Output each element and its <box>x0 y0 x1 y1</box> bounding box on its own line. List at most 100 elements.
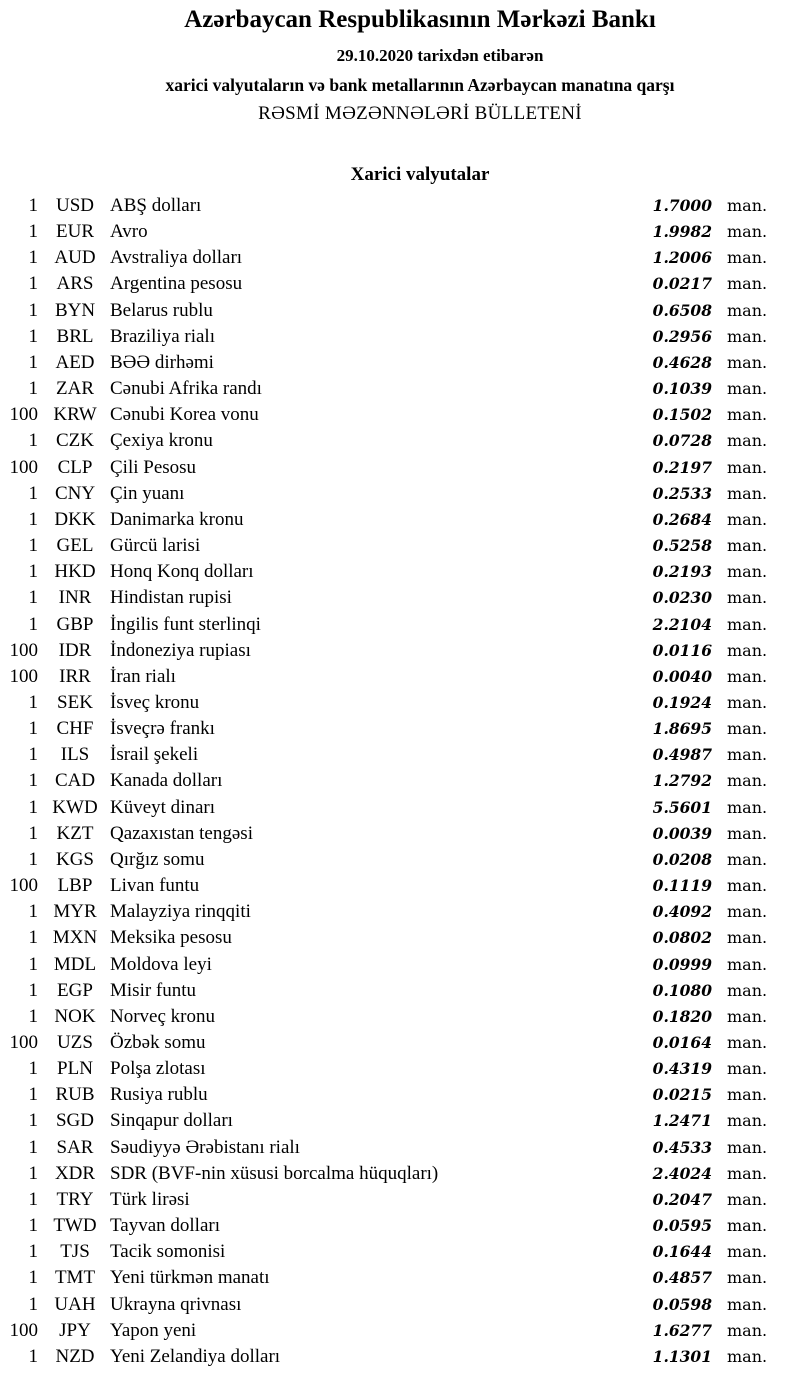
unit-label: man. <box>727 196 768 215</box>
currency-code: CLP <box>57 456 93 478</box>
currency-code: IRR <box>59 665 91 687</box>
currency-name: Küveyt dinarı <box>110 796 216 818</box>
unit-label: man. <box>727 1268 768 1288</box>
unit-label: man. <box>727 1216 768 1236</box>
rate-row: 1 USD ABŞ dolları 1.7000 man. <box>0 193 800 219</box>
currency-code: CAD <box>54 770 96 792</box>
rate-value: 1.7000 <box>652 196 712 215</box>
unit-label: man. <box>727 1346 768 1366</box>
rate-value: 0.0999 <box>652 954 712 974</box>
currency-code: TWD <box>53 1215 97 1237</box>
rate-value: 1.2006 <box>652 248 712 268</box>
rate-value: 1.9982 <box>652 222 712 242</box>
currency-code: ARS <box>56 273 94 295</box>
rate-row: 1 NZD Yeni Zelandiya dolları 1.1301 man. <box>0 1344 800 1370</box>
rate-row: 1 XDR SDR (BVF-nin xüsusi borcalma hüquqla… <box>0 1161 800 1187</box>
rate-value: 0.2193 <box>652 562 712 582</box>
unit-label: man. <box>727 692 768 712</box>
rate-row: 1 GBP İngilis funt sterlinqi 2.2104 man. <box>0 612 800 638</box>
rate-row: 1 ZAR Cənubi Afrika randı 0.1039 man. <box>0 376 800 402</box>
nominal: 1 <box>28 1136 39 1158</box>
currency-name: Cənubi Afrika randı <box>110 378 262 400</box>
currency-code: GEL <box>56 535 94 557</box>
currency-code: TMT <box>54 1267 96 1289</box>
rate-value: 0.4092 <box>652 902 712 922</box>
unit-label: man. <box>727 640 768 660</box>
rate-value: 0.2956 <box>652 326 712 346</box>
currency-code: EGP <box>57 979 93 1001</box>
currency-name: Çexiya kronu <box>110 430 213 452</box>
currency-name: Belarus rublu <box>110 299 213 321</box>
rate-value: 1.2471 <box>652 1111 712 1131</box>
currency-name: Gürcü larisi <box>110 535 201 557</box>
rate-value: 1.1301 <box>652 1346 712 1366</box>
nominal: 1 <box>28 613 39 635</box>
rate-row: 1 GEL Gürcü larisi 0.5258 man. <box>0 533 800 559</box>
currency-name: Cənubi Korea vonu <box>110 404 259 426</box>
rate-row: 100 JPY Yapon yeni 1.6277 man. <box>0 1318 800 1344</box>
currency-name: SDR (BVF-nin xüsusi borcalma hüquqları) <box>110 1162 439 1184</box>
currency-name: Qırğız somu <box>110 848 205 870</box>
rate-value: 0.0217 <box>652 274 712 294</box>
nominal: 1 <box>28 1110 39 1132</box>
currency-name: Tacik somonisi <box>110 1241 226 1263</box>
rate-row: 1 CHF İsveçrə frankı 1.8695 man. <box>0 716 800 742</box>
currency-name: Misir funtu <box>110 979 197 1001</box>
currency-name: BƏƏ dirhəmi <box>110 351 214 373</box>
currency-name: İsveçrə frankı <box>110 718 215 740</box>
currency-name: Meksika pesosu <box>110 927 232 949</box>
currency-name: Norveç kronu <box>110 1005 215 1027</box>
currency-name: Yeni Zelandiya dolları <box>110 1345 281 1367</box>
rate-value: 0.1644 <box>652 1242 712 1262</box>
currency-name: Sinqapur dolları <box>110 1110 233 1132</box>
nominal: 1 <box>28 535 39 557</box>
unit-label: man. <box>727 614 768 634</box>
nominal: 1 <box>28 796 39 818</box>
currency-code: AUD <box>54 247 96 269</box>
rate-row: 100 IRR İran rialı 0.0040 man. <box>0 664 800 690</box>
section-title: Xarici valyutalar <box>350 164 490 185</box>
rate-value: 2.4024 <box>652 1163 712 1183</box>
rate-row: 100 IDR İndoneziya rupiası 0.0116 man. <box>0 638 800 664</box>
rate-row: 1 DKK Danimarka kronu 0.2684 man. <box>0 507 800 533</box>
nominal: 1 <box>28 848 39 870</box>
currency-code: SEK <box>57 691 93 713</box>
currency-code: IDR <box>58 639 92 661</box>
currency-code: KWD <box>52 796 98 818</box>
currency-code: CNY <box>54 482 96 504</box>
unit-label: man. <box>727 928 768 948</box>
rate-value: 0.0230 <box>652 588 712 608</box>
rate-row: 1 EUR Avro 1.9982 man. <box>0 219 800 245</box>
rate-value: 0.1502 <box>652 405 712 425</box>
rate-value: 0.0728 <box>652 431 712 451</box>
rate-row: 1 AED BƏƏ dirhəmi 0.4628 man. <box>0 350 800 376</box>
nominal: 100 <box>9 456 39 478</box>
unit-label: man. <box>727 326 768 346</box>
unit-label: man. <box>727 405 768 425</box>
rate-row: 1 TWD Tayvan dolları 0.0595 man. <box>0 1213 800 1239</box>
unit-label: man. <box>727 1111 768 1131</box>
nominal: 1 <box>28 1241 39 1263</box>
currency-code: MYR <box>53 901 97 923</box>
currency-name: Yeni türkmən manatı <box>110 1267 270 1289</box>
currency-code: HKD <box>54 561 96 583</box>
unit-label: man. <box>727 849 768 869</box>
currency-name: Kanada dolları <box>110 770 223 792</box>
rate-row: 1 CAD Kanada dolları 1.2792 man. <box>0 768 800 794</box>
rate-value: 0.1119 <box>652 876 712 896</box>
rate-value: 0.0116 <box>652 640 712 660</box>
unit-label: man. <box>727 1189 768 1209</box>
rate-row: 100 LBP Livan funtu 0.1119 man. <box>0 873 800 899</box>
rate-row: 1 TJS Tacik somonisi 0.1644 man. <box>0 1239 800 1265</box>
currency-name: Honq Konq dolları <box>110 561 254 583</box>
nominal: 100 <box>9 1319 39 1341</box>
rate-row: 1 NOK Norveç kronu 0.1820 man. <box>0 1004 800 1030</box>
unit-label: man. <box>727 536 768 556</box>
rate-value: 0.0595 <box>652 1216 712 1236</box>
nominal: 1 <box>28 561 39 583</box>
currency-name: Özbək somu <box>110 1032 206 1053</box>
subtitle: xarici valyutaların və bank metallarının… <box>165 75 675 95</box>
currency-code: KRW <box>53 404 97 426</box>
currency-name: İndoneziya rupiası <box>110 639 251 661</box>
nominal: 1 <box>28 430 39 452</box>
